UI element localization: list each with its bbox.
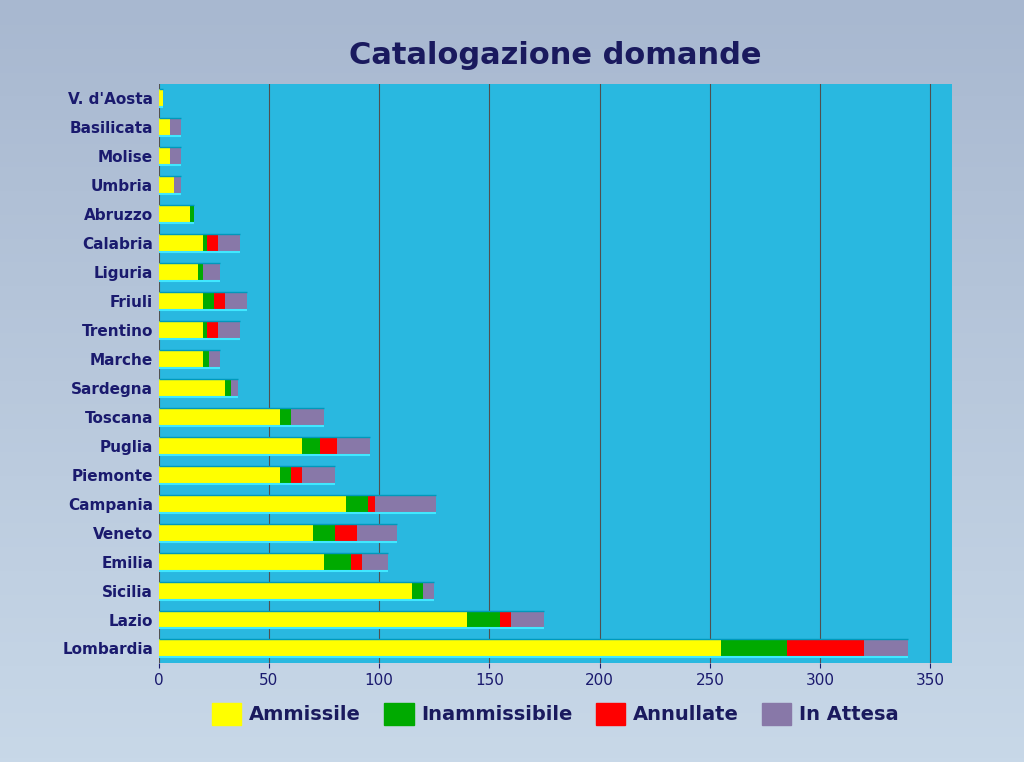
- Bar: [203, 234, 207, 252]
- Bar: [159, 610, 467, 629]
- Bar: [159, 350, 203, 368]
- Bar: [721, 639, 787, 658]
- Bar: [291, 408, 324, 426]
- Bar: [280, 466, 291, 484]
- Bar: [324, 552, 350, 571]
- Bar: [291, 466, 302, 484]
- Bar: [319, 437, 337, 455]
- Bar: [313, 523, 335, 542]
- Bar: [214, 292, 225, 310]
- Bar: [369, 495, 375, 513]
- Bar: [159, 147, 170, 165]
- Bar: [159, 437, 302, 455]
- Bar: [335, 523, 357, 542]
- Bar: [189, 205, 194, 223]
- Bar: [375, 495, 436, 513]
- Bar: [159, 639, 721, 658]
- Bar: [280, 408, 291, 426]
- Title: Catalogazione domande: Catalogazione domande: [349, 41, 762, 70]
- Bar: [225, 292, 247, 310]
- Bar: [225, 379, 231, 397]
- Bar: [787, 639, 864, 658]
- Bar: [203, 321, 207, 339]
- Bar: [423, 581, 434, 600]
- Bar: [413, 581, 423, 600]
- Bar: [159, 234, 203, 252]
- Bar: [159, 118, 170, 136]
- Bar: [864, 639, 908, 658]
- Bar: [357, 523, 397, 542]
- Bar: [159, 523, 313, 542]
- Bar: [159, 292, 203, 310]
- Bar: [218, 234, 241, 252]
- Bar: [302, 437, 319, 455]
- Bar: [159, 205, 189, 223]
- Bar: [159, 581, 413, 600]
- Bar: [159, 466, 280, 484]
- Bar: [210, 350, 220, 368]
- Bar: [203, 263, 220, 281]
- Bar: [302, 466, 335, 484]
- Bar: [174, 176, 181, 194]
- Bar: [207, 321, 218, 339]
- Bar: [501, 610, 511, 629]
- Bar: [346, 495, 369, 513]
- Bar: [207, 234, 218, 252]
- Bar: [159, 176, 174, 194]
- Bar: [159, 552, 324, 571]
- Bar: [231, 379, 238, 397]
- Bar: [159, 321, 203, 339]
- Bar: [361, 552, 388, 571]
- Bar: [511, 610, 545, 629]
- Bar: [203, 292, 214, 310]
- Legend: Ammissile, Inammissibile, Annullate, In Attesa: Ammissile, Inammissibile, Annullate, In …: [203, 693, 908, 735]
- Bar: [170, 118, 181, 136]
- Bar: [159, 495, 346, 513]
- Bar: [159, 263, 199, 281]
- Bar: [218, 321, 241, 339]
- Bar: [159, 408, 280, 426]
- Bar: [467, 610, 501, 629]
- Bar: [159, 89, 163, 107]
- Bar: [203, 350, 210, 368]
- Bar: [337, 437, 371, 455]
- Bar: [199, 263, 203, 281]
- Bar: [159, 379, 225, 397]
- Bar: [170, 147, 181, 165]
- Bar: [350, 552, 361, 571]
